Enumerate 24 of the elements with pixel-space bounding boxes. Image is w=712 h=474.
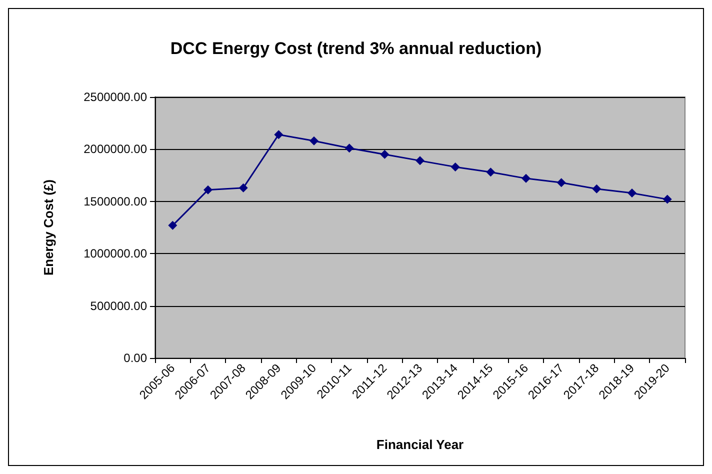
y-tick-label: 2500000.00 xyxy=(84,90,148,104)
point xyxy=(522,174,530,183)
point xyxy=(274,130,284,140)
point xyxy=(556,178,566,188)
point xyxy=(344,144,354,153)
point xyxy=(592,184,602,194)
x-axis-title: Financial Year xyxy=(376,437,464,452)
point xyxy=(168,220,178,230)
point xyxy=(416,156,424,166)
chart-title: DCC Energy Cost (trend 3% annual reduction) xyxy=(170,39,542,58)
y-tick-label: 500000.00 xyxy=(90,298,148,313)
point xyxy=(310,136,318,146)
point xyxy=(380,150,390,159)
y-tick-label: 0.00 xyxy=(124,351,148,365)
y-axis-title: Energy Cost (£) xyxy=(41,179,56,276)
y-tick-label: 2000000.00 xyxy=(84,142,148,156)
y-tick-label: 1500000.00 xyxy=(84,194,148,208)
point xyxy=(450,162,460,172)
y-tick-label: 1000000.00 xyxy=(84,246,148,261)
point xyxy=(662,194,672,204)
point xyxy=(628,188,636,198)
point xyxy=(204,185,212,194)
point xyxy=(486,168,496,177)
point xyxy=(238,183,248,192)
